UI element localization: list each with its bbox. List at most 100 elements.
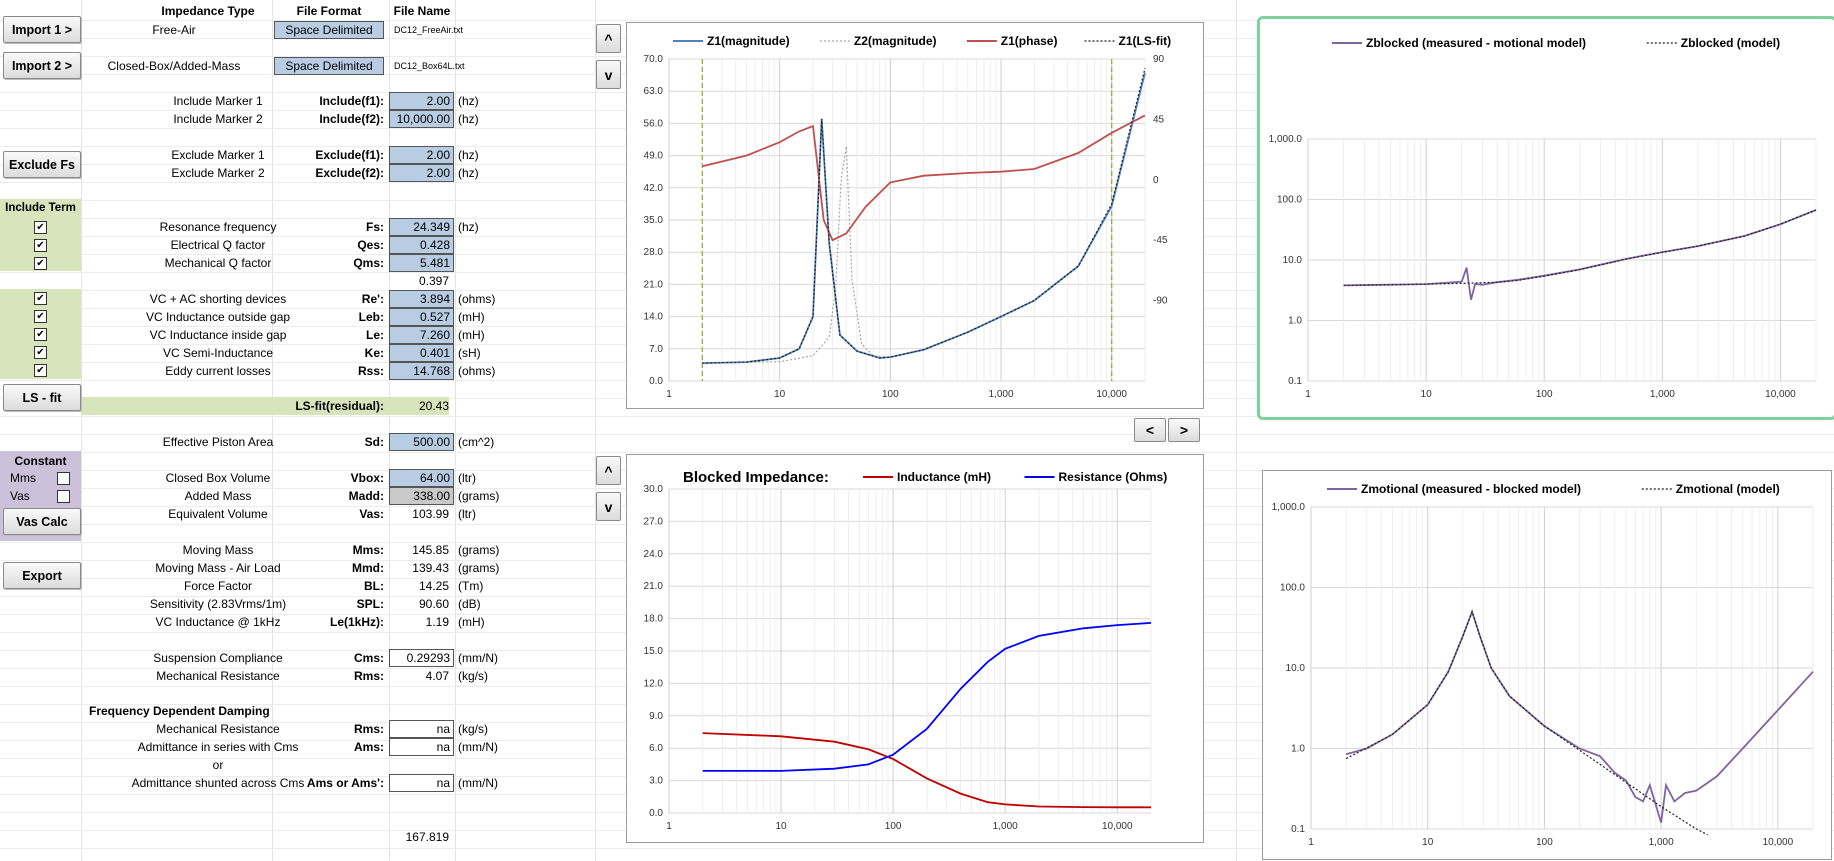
- fs-row: Resonance frequency Fs: 24.349 (hz): [0, 218, 600, 236]
- x-tick-label: 10: [1422, 837, 1434, 848]
- le-label: VC Inductance inside gap: [149, 328, 287, 342]
- spl-unit: (dB): [458, 597, 481, 611]
- ls-fit-band: [81, 397, 449, 415]
- export-button[interactable]: Export: [3, 562, 81, 589]
- y-tick-label: 9.0: [649, 711, 663, 722]
- vbox-unit: (ltr): [458, 471, 476, 485]
- include-marker-1-row: Include Marker 1 Include(f1): 2.00 (hz): [0, 92, 600, 110]
- import-1-format-select[interactable]: Space Delimited: [274, 21, 384, 39]
- fs-label: Resonance frequency: [159, 220, 277, 234]
- bl-unit: (Tm): [458, 579, 484, 593]
- scroll-down-button-bottom[interactable]: v: [596, 492, 621, 521]
- sd-row: Effective Piston Area Sd: 500.00 (cm^2): [0, 433, 600, 451]
- y-tick-label: 1,000.0: [1272, 502, 1306, 513]
- zblocked-chart[interactable]: 0.1 1.0 10.0 100.0 1,000.0 1 10 100 1,000 10,000 Z…: [1257, 16, 1834, 420]
- checkbox-le[interactable]: ✔: [34, 328, 47, 341]
- exclude-marker-1-input[interactable]: 2.00: [389, 146, 454, 164]
- spl-label: Sensitivity (2.83Vrms/1m): [149, 597, 287, 611]
- y-tick-label: 63.0: [644, 86, 664, 97]
- fdd-rms-input[interactable]: na: [389, 720, 454, 738]
- fdd-rms-label: Mechanical Resistance: [156, 722, 280, 736]
- fdd-amss-symbol: Ams or Ams':: [306, 776, 384, 790]
- x-tick-label: 10,000: [1763, 837, 1794, 848]
- include-marker-2-label: Include Marker 2: [173, 112, 263, 126]
- header-impedance-type: Impedance Type: [161, 4, 255, 18]
- re-input[interactable]: 3.894: [389, 290, 454, 308]
- import-2-format-select[interactable]: Space Delimited: [274, 57, 384, 75]
- fdd-amss-input[interactable]: na: [389, 774, 454, 792]
- rss-input[interactable]: 14.768: [389, 362, 454, 380]
- checkbox-ke[interactable]: ✔: [34, 346, 47, 359]
- series-line: [702, 68, 1146, 364]
- rms-row: Mechanical Resistance Rms: 4.07 (kg/s): [0, 667, 600, 685]
- checkbox-fs[interactable]: ✔: [34, 221, 47, 234]
- scroll-up-button-bottom[interactable]: ^: [596, 456, 621, 485]
- y-tick-label: 10.0: [1283, 255, 1303, 266]
- ke-row: VC Semi-Inductance Ke: 0.401 (sH): [0, 344, 600, 362]
- exclude-marker-2-label: Exclude Marker 2: [171, 166, 265, 180]
- exclude-marker-1-symbol: Exclude(f1):: [315, 148, 384, 162]
- y-tick-label: 21.0: [644, 279, 664, 290]
- x-tick-label: 1: [666, 821, 672, 832]
- qes-input[interactable]: 0.428: [389, 236, 454, 254]
- checkbox-qms[interactable]: ✔: [34, 257, 47, 270]
- le-input[interactable]: 7.260: [389, 326, 454, 344]
- vas-label: Equivalent Volume: [168, 507, 268, 521]
- madd-input[interactable]: 338.00: [389, 487, 454, 505]
- fs-symbol: Fs:: [366, 220, 384, 234]
- le1k-value: 1.19: [425, 615, 449, 629]
- y-tick-label: 24.0: [644, 549, 664, 560]
- rms-symbol: Rms:: [353, 669, 384, 683]
- y-tick-label: 1.0: [1291, 744, 1305, 755]
- import-2-file-name: DC12_Box64L.txt: [394, 61, 465, 71]
- cms-input[interactable]: 0.29293: [389, 649, 454, 667]
- import-2-button[interactable]: Import 2 >: [3, 52, 81, 79]
- next-button[interactable]: >: [1168, 418, 1200, 442]
- le-unit: (mH): [458, 328, 485, 342]
- scroll-up-button-top[interactable]: ^: [596, 24, 621, 53]
- sd-input[interactable]: 500.00: [389, 433, 454, 451]
- le1k-unit: (mH): [458, 615, 485, 629]
- checkbox-mms-constant[interactable]: [57, 472, 70, 485]
- fdd-ams-input[interactable]: na: [389, 738, 454, 756]
- series-line: [702, 732, 1151, 809]
- y-tick-label: 7.0: [649, 344, 663, 355]
- import-1-file-name: DC12_FreeAir.txt: [394, 25, 464, 35]
- vbox-input[interactable]: 64.00: [389, 469, 454, 487]
- checkbox-rss[interactable]: ✔: [34, 364, 47, 377]
- blocked-impedance-chart: 0.0 3.0 6.0 9.0 12.0 15.0 18.0 21.0 24.0 27.0 30.0…: [626, 454, 1204, 843]
- legend-label: Z2(magnitude): [854, 34, 937, 48]
- mms-row: Moving Mass Mms: 145.85 (grams): [0, 541, 600, 559]
- exclude-marker-2-input[interactable]: 2.00: [389, 164, 454, 182]
- checkbox-vas-constant[interactable]: [57, 490, 70, 503]
- y-tick-label: 42.0: [644, 183, 664, 194]
- include-marker-2-input[interactable]: 10,000.00: [389, 110, 454, 128]
- scroll-down-button-top[interactable]: v: [596, 60, 621, 89]
- madd-unit: (grams): [458, 489, 500, 503]
- series-line: [1343, 209, 1817, 286]
- checkbox-leb[interactable]: ✔: [34, 310, 47, 323]
- fs-input[interactable]: 24.349: [389, 218, 454, 236]
- ls-fit-button[interactable]: LS - fit: [3, 384, 81, 411]
- sheet-gridline-v: [455, 0, 456, 861]
- fdd-or: or: [0, 756, 600, 774]
- include-marker-2-row: Include Marker 2 Include(f2): 10,000.00 …: [0, 110, 600, 128]
- qms-input[interactable]: 5.481: [389, 254, 454, 272]
- leb-input[interactable]: 0.527: [389, 308, 454, 326]
- import-1-button[interactable]: Import 1 >: [3, 16, 81, 43]
- checkbox-qes[interactable]: ✔: [34, 239, 47, 252]
- prev-button[interactable]: <: [1134, 418, 1166, 442]
- include-marker-1-input[interactable]: 2.00: [389, 92, 454, 110]
- import-2-row: Closed-Box/Added-Mass Space Delimited DC…: [0, 57, 600, 75]
- bottom-value: 167.819: [405, 830, 449, 844]
- mms-unit: (grams): [458, 543, 500, 557]
- vas-calc-button[interactable]: Vas Calc: [3, 508, 81, 535]
- ke-input[interactable]: 0.401: [389, 344, 454, 362]
- checkbox-re[interactable]: ✔: [34, 292, 47, 305]
- le1k-symbol: Le(1kHz):: [329, 615, 384, 629]
- exclude-fs-button[interactable]: Exclude Fs: [3, 151, 81, 178]
- qes-symbol: Qes:: [357, 238, 384, 252]
- legend-label: Zmotional (model): [1676, 482, 1780, 496]
- vas-unit: (ltr): [458, 507, 476, 521]
- rss-symbol: Rss:: [357, 364, 384, 378]
